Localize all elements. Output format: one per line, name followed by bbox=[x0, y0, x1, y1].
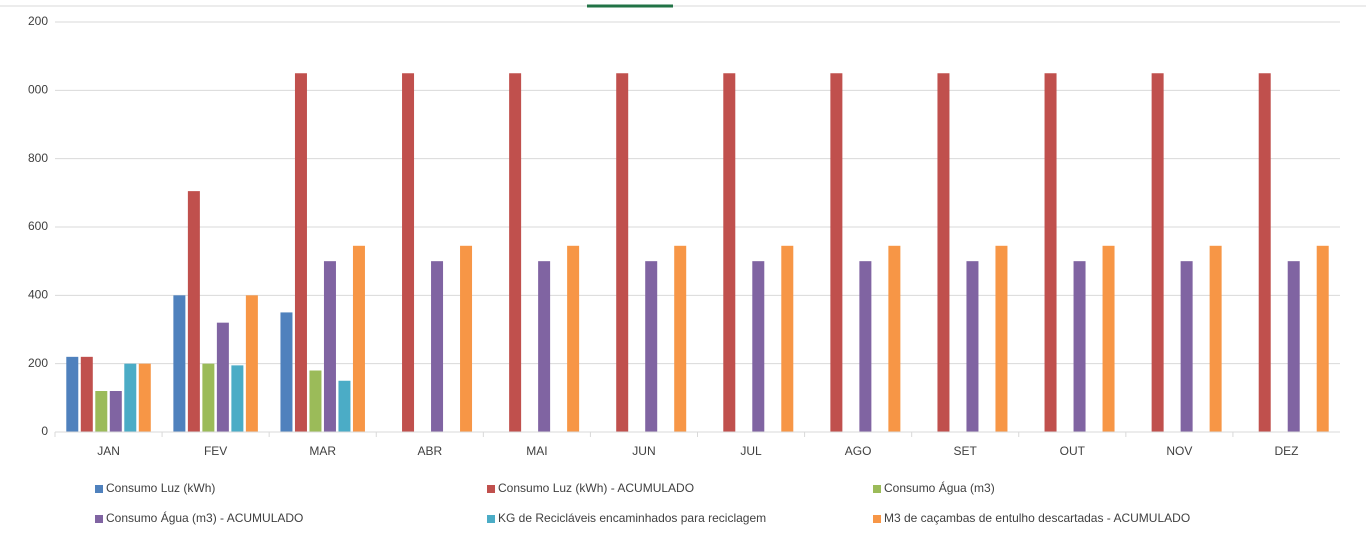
x-tick-label: NOV bbox=[1166, 444, 1192, 458]
bar bbox=[966, 261, 979, 432]
bar bbox=[830, 73, 843, 432]
y-tick-label: 0 bbox=[41, 424, 48, 438]
bar bbox=[995, 245, 1008, 432]
bar bbox=[338, 380, 351, 432]
bar bbox=[1044, 73, 1057, 432]
y-tick-label: 600 bbox=[28, 219, 48, 233]
bar bbox=[173, 295, 186, 432]
bar bbox=[1151, 73, 1164, 432]
bar bbox=[1316, 245, 1329, 432]
bar bbox=[645, 261, 658, 432]
bar bbox=[1209, 245, 1222, 432]
bar bbox=[888, 245, 901, 432]
x-tick-label: OUT bbox=[1060, 444, 1086, 458]
bar bbox=[187, 191, 200, 432]
bar bbox=[280, 312, 293, 432]
bar bbox=[402, 73, 415, 432]
bar bbox=[309, 370, 322, 432]
bar bbox=[937, 73, 950, 432]
y-tick-label: 200 bbox=[28, 356, 48, 370]
bar bbox=[616, 73, 629, 432]
bar bbox=[1258, 73, 1271, 432]
legend-label: KG de Recicláveis encaminhados para reci… bbox=[498, 511, 766, 525]
bar bbox=[460, 245, 473, 432]
legend-label: Consumo Água (m3) - ACUMULADO bbox=[106, 510, 303, 525]
x-tick-label: JUL bbox=[740, 444, 762, 458]
bar bbox=[431, 261, 444, 432]
y-tick-label: 800 bbox=[28, 151, 48, 165]
bar bbox=[352, 245, 365, 432]
bar bbox=[567, 245, 580, 432]
bar bbox=[124, 363, 137, 432]
bar bbox=[109, 391, 122, 432]
bar bbox=[674, 245, 687, 432]
bar bbox=[859, 261, 872, 432]
bar bbox=[294, 73, 307, 432]
y-tick-label: 000 bbox=[28, 83, 48, 97]
y-tick-label: 200 bbox=[28, 14, 48, 28]
bar bbox=[245, 295, 258, 432]
bar bbox=[231, 365, 244, 432]
legend-label: Consumo Água (m3) bbox=[884, 480, 995, 495]
legend-swatch bbox=[873, 485, 881, 493]
x-tick-label: MAI bbox=[526, 444, 547, 458]
x-tick-label: SET bbox=[954, 444, 978, 458]
bar bbox=[723, 73, 736, 432]
bar bbox=[1073, 261, 1086, 432]
bar bbox=[202, 363, 215, 432]
bar bbox=[1180, 261, 1193, 432]
bar bbox=[323, 261, 336, 432]
bar bbox=[95, 391, 108, 432]
x-tick-label: ABR bbox=[417, 444, 442, 458]
bar bbox=[80, 356, 93, 432]
bar bbox=[509, 73, 522, 432]
legend-swatch bbox=[95, 485, 103, 493]
legend-swatch bbox=[487, 515, 495, 523]
x-tick-label: AGO bbox=[845, 444, 872, 458]
bar bbox=[781, 245, 794, 432]
legend-label: Consumo Luz (kWh) - ACUMULADO bbox=[498, 481, 694, 495]
legend-swatch bbox=[95, 515, 103, 523]
x-tick-label: DEZ bbox=[1274, 444, 1298, 458]
x-tick-label: MAR bbox=[309, 444, 336, 458]
legend-label: M3 de caçambas de entulho descartadas - … bbox=[884, 511, 1190, 525]
legend-label: Consumo Luz (kWh) bbox=[106, 481, 215, 495]
bar bbox=[538, 261, 551, 432]
x-tick-label: JAN bbox=[97, 444, 120, 458]
legend-swatch bbox=[487, 485, 495, 493]
legend-swatch bbox=[873, 515, 881, 523]
y-tick-label: 400 bbox=[28, 288, 48, 302]
bar bbox=[752, 261, 765, 432]
bar bbox=[66, 356, 79, 432]
bar bbox=[138, 363, 151, 432]
bar bbox=[1287, 261, 1300, 432]
x-tick-label: FEV bbox=[204, 444, 227, 458]
bar bbox=[1102, 245, 1115, 432]
x-tick-label: JUN bbox=[632, 444, 655, 458]
bar bbox=[216, 322, 229, 432]
